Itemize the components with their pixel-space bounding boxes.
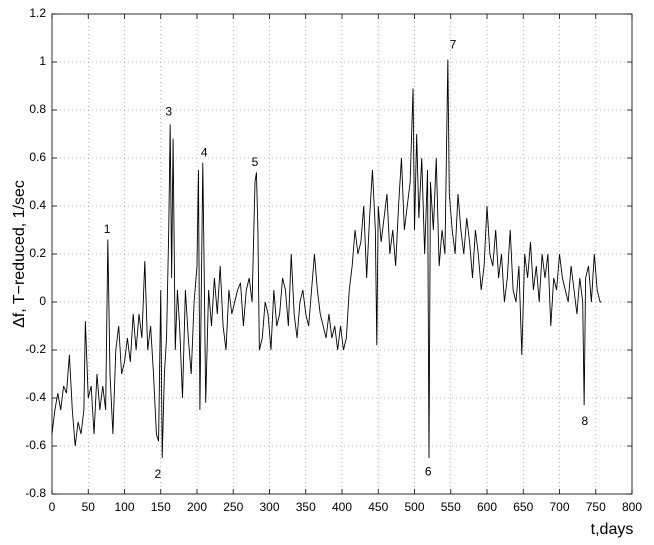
y-tick-label: -0.8: [25, 486, 46, 500]
x-tick-label: 500: [404, 500, 424, 514]
y-tick-label: -0.6: [25, 438, 46, 452]
x-tick-label: 400: [332, 500, 352, 514]
x-tick-label: 200: [187, 500, 207, 514]
annotation: 8: [582, 414, 589, 428]
y-tick-label: -0.2: [25, 342, 46, 356]
y-tick-label: 0.8: [29, 102, 46, 116]
x-tick-label: 50: [82, 500, 96, 514]
annotation: 6: [425, 465, 432, 479]
x-tick-label: 450: [368, 500, 388, 514]
x-tick-label: 150: [151, 500, 171, 514]
annotation: 1: [104, 222, 111, 236]
x-tick-label: 250: [223, 500, 243, 514]
annotation: 2: [155, 467, 162, 481]
x-tick-label: 800: [622, 500, 642, 514]
x-tick-label: 550: [441, 500, 461, 514]
y-tick-label: 1: [39, 54, 46, 68]
y-tick-label: 0.2: [29, 246, 46, 260]
annotation: 7: [450, 37, 457, 51]
x-tick-label: 600: [477, 500, 497, 514]
x-tick-label: 350: [296, 500, 316, 514]
x-axis-label: t,days: [591, 521, 634, 538]
y-tick-label: 0.6: [29, 150, 46, 164]
annotation: 3: [165, 105, 172, 119]
x-tick-label: 0: [49, 500, 56, 514]
data-line: [51, 59, 602, 459]
x-tick-label: 650: [513, 500, 533, 514]
x-tick-label: 750: [586, 500, 606, 514]
y-tick-label: 0.4: [29, 198, 46, 212]
plot-frame: [51, 13, 633, 495]
y-tick-label: 0: [39, 294, 46, 308]
x-tick-label: 100: [114, 500, 134, 514]
y-tick-label: 1.2: [29, 6, 46, 20]
annotation: 4: [201, 145, 208, 159]
annotation: 5: [252, 155, 259, 169]
y-tick-label: -0.4: [25, 390, 46, 404]
y-axis-label: Δf, T−reduced, 1/sec: [11, 180, 28, 328]
x-tick-label: 700: [549, 500, 569, 514]
x-tick-label: 300: [259, 500, 279, 514]
